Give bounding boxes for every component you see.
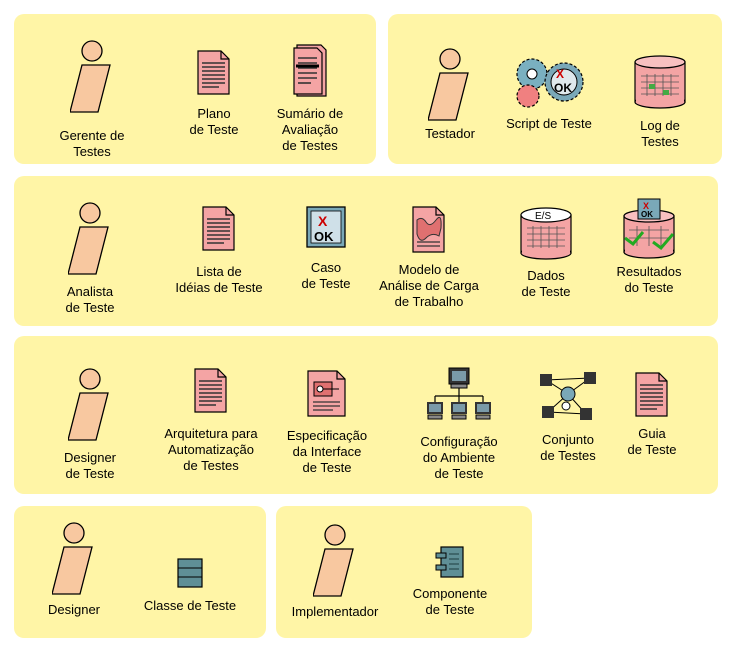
document-icon bbox=[635, 372, 668, 417]
item-sumario-avaliacao[interactable]: Sumário de Avaliação de Testes bbox=[256, 44, 364, 154]
item-label: Caso de Teste bbox=[301, 260, 351, 291]
item-analista-de-teste[interactable]: Analista de Teste bbox=[48, 202, 132, 316]
panel-tester: Testador X OK Script de Teste bbox=[388, 14, 722, 164]
database-es-icon: E/S bbox=[520, 207, 572, 260]
svg-text:X: X bbox=[318, 213, 328, 229]
item-componente-de-teste[interactable]: Componente de Teste bbox=[400, 546, 500, 618]
panel-test-analyst: Analista de Teste Lista de Idéias de Tes… bbox=[14, 176, 718, 326]
item-label: Analista de Teste bbox=[65, 284, 115, 315]
item-label: Especificação da Interface de Teste bbox=[286, 428, 368, 475]
item-script-de-teste[interactable]: X OK Script de Teste bbox=[494, 52, 604, 132]
item-label: Gerente de Testes bbox=[59, 128, 125, 159]
summary-document-icon bbox=[293, 44, 327, 97]
actor-icon bbox=[70, 40, 111, 113]
item-label: Implementador bbox=[291, 604, 379, 619]
item-testador[interactable]: Testador bbox=[410, 48, 490, 142]
item-designer[interactable]: Designer bbox=[32, 522, 116, 618]
actor-icon bbox=[52, 522, 93, 595]
document-icon bbox=[202, 206, 235, 251]
item-label: Dados de Teste bbox=[521, 268, 571, 299]
database-results-icon: X OK bbox=[623, 198, 675, 259]
actor-icon bbox=[68, 368, 109, 441]
item-label: Componente de Teste bbox=[412, 586, 488, 617]
item-plano-de-teste[interactable]: Plano de Teste bbox=[174, 50, 254, 138]
item-resultados-do-teste[interactable]: X OK Resultados do Teste bbox=[604, 198, 694, 296]
test-suite-icon bbox=[540, 372, 596, 420]
item-label: Configuração do Ambiente de Teste bbox=[420, 434, 498, 481]
item-label: Arquitetura para Automatização de Testes bbox=[164, 426, 258, 473]
item-label: Testador bbox=[425, 126, 475, 141]
network-icon bbox=[427, 367, 491, 420]
test-case-icon: X OK bbox=[306, 206, 346, 248]
interface-spec-icon bbox=[307, 370, 346, 417]
item-label: Log de Testes bbox=[640, 118, 680, 149]
item-conjunto-de-testes[interactable]: Conjunto de Testes bbox=[520, 370, 616, 464]
document-icon bbox=[197, 50, 230, 95]
item-lista-ideias[interactable]: Lista de Idéias de Teste bbox=[164, 206, 274, 296]
panel-designer: Designer Classe de Teste bbox=[14, 506, 266, 638]
item-arquitetura-automatizacao[interactable]: Arquitetura para Automatização de Testes bbox=[148, 368, 274, 474]
svg-text:OK: OK bbox=[314, 229, 334, 244]
database-log-icon bbox=[634, 55, 686, 109]
item-label: Classe de Teste bbox=[143, 598, 237, 613]
panel-test-manager: Gerente de Testes Plano de Teste Sumário… bbox=[14, 14, 376, 164]
item-modelo-analise-carga[interactable]: Modelo de Análise de Carga de Trabalho bbox=[374, 206, 484, 310]
item-label: Conjunto de Testes bbox=[540, 432, 596, 463]
item-label: Plano de Teste bbox=[189, 106, 239, 137]
svg-text:X: X bbox=[643, 201, 649, 211]
item-label: Designer de Teste bbox=[63, 450, 117, 481]
svg-text:E/S: E/S bbox=[535, 211, 551, 222]
item-label: Modelo de Análise de Carga de Trabalho bbox=[379, 262, 479, 309]
item-implementador[interactable]: Implementador bbox=[280, 524, 390, 620]
item-label: Guia de Teste bbox=[627, 426, 677, 457]
component-icon bbox=[435, 546, 464, 578]
item-gerente-de-testes[interactable]: Gerente de Testes bbox=[40, 40, 144, 160]
map-document-icon bbox=[412, 206, 445, 253]
document-icon bbox=[194, 368, 227, 413]
panel-implementer: Implementador Componente de Teste bbox=[276, 506, 532, 638]
actor-icon bbox=[428, 48, 469, 121]
item-label: Sumário de Avaliação de Testes bbox=[276, 106, 344, 153]
item-caso-de-teste[interactable]: X OK Caso de Teste bbox=[286, 206, 366, 292]
item-especificacao-interface[interactable]: Especificação da Interface de Teste bbox=[272, 370, 382, 476]
svg-text:OK: OK bbox=[554, 81, 572, 95]
item-guia-de-teste[interactable]: Guia de Teste bbox=[620, 372, 684, 458]
item-label: Designer bbox=[47, 602, 101, 617]
actor-icon bbox=[68, 202, 109, 275]
item-label: Lista de Idéias de Teste bbox=[175, 264, 263, 295]
svg-text:X: X bbox=[556, 67, 564, 81]
item-configuracao-ambiente[interactable]: Configuração do Ambiente de Teste bbox=[404, 366, 514, 482]
item-log-de-testes[interactable]: Log de Testes bbox=[620, 54, 700, 150]
gears-ok-icon: X OK bbox=[516, 58, 584, 108]
panel-test-designer: Designer de Teste Arquitetura para Autom… bbox=[14, 336, 718, 494]
item-designer-de-teste[interactable]: Designer de Teste bbox=[48, 368, 132, 482]
svg-text:OK: OK bbox=[641, 210, 653, 219]
item-label: Resultados do Teste bbox=[616, 264, 682, 295]
item-dados-de-teste[interactable]: E/S Dados de Teste bbox=[504, 206, 588, 300]
item-label: Script de Teste bbox=[506, 116, 592, 131]
item-classe-de-teste[interactable]: Classe de Teste bbox=[130, 558, 250, 614]
class-icon bbox=[177, 558, 203, 588]
actor-icon bbox=[313, 524, 354, 597]
